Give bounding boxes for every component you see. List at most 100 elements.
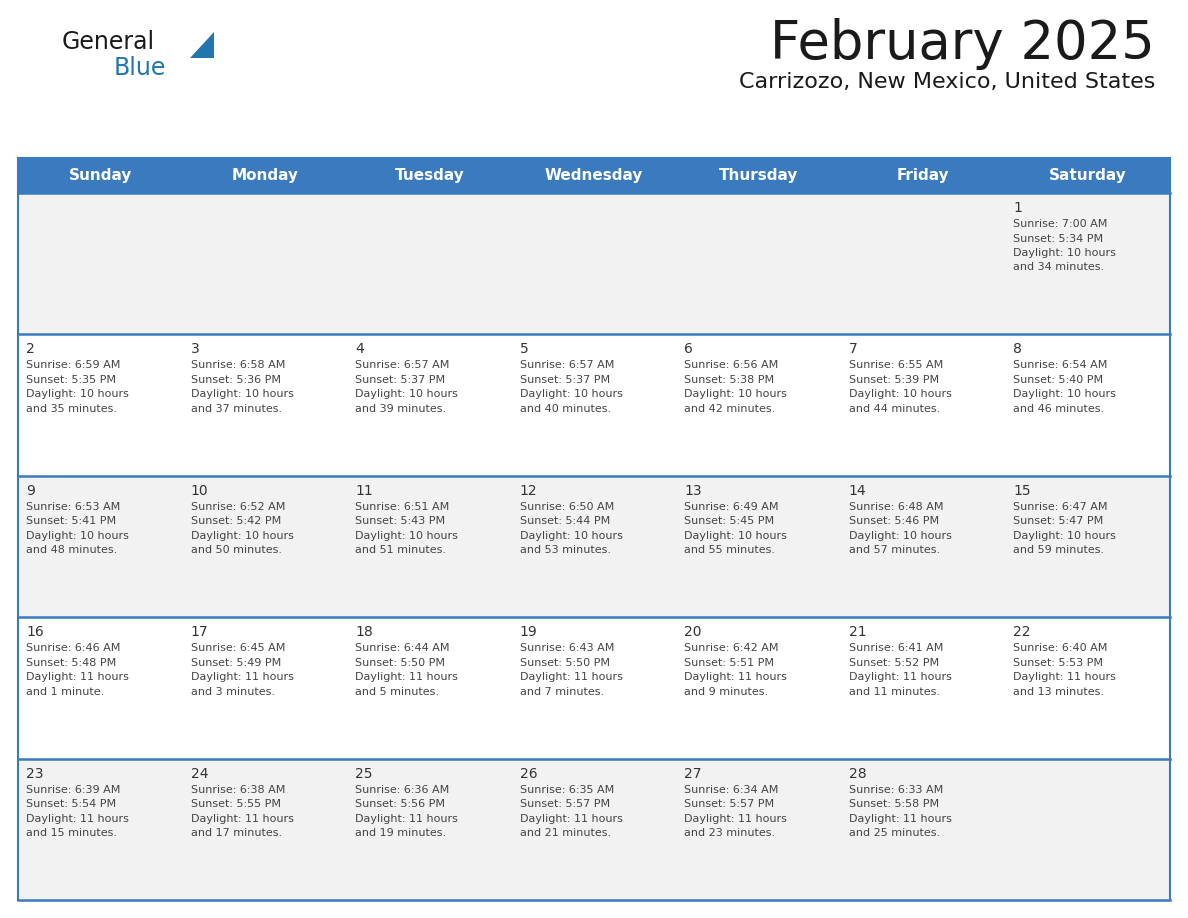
Text: Daylight: 11 hours: Daylight: 11 hours xyxy=(519,813,623,823)
Text: 22: 22 xyxy=(1013,625,1031,639)
Text: 23: 23 xyxy=(26,767,44,780)
Text: Sunrise: 6:40 AM: Sunrise: 6:40 AM xyxy=(1013,644,1107,654)
Text: and 1 minute.: and 1 minute. xyxy=(26,687,105,697)
Text: 16: 16 xyxy=(26,625,44,639)
Text: Sunrise: 6:43 AM: Sunrise: 6:43 AM xyxy=(519,644,614,654)
Text: and 46 minutes.: and 46 minutes. xyxy=(1013,404,1105,414)
Text: Daylight: 11 hours: Daylight: 11 hours xyxy=(849,813,952,823)
Text: Sunset: 5:50 PM: Sunset: 5:50 PM xyxy=(519,657,609,667)
Text: Daylight: 11 hours: Daylight: 11 hours xyxy=(355,813,459,823)
Text: 12: 12 xyxy=(519,484,537,498)
Text: Sunset: 5:54 PM: Sunset: 5:54 PM xyxy=(26,799,116,809)
Text: and 53 minutes.: and 53 minutes. xyxy=(519,545,611,555)
Text: and 25 minutes.: and 25 minutes. xyxy=(849,828,940,838)
Text: Sunrise: 6:35 AM: Sunrise: 6:35 AM xyxy=(519,785,614,795)
Text: Sunset: 5:55 PM: Sunset: 5:55 PM xyxy=(190,799,280,809)
Text: Monday: Monday xyxy=(232,168,298,183)
Text: Sunrise: 6:33 AM: Sunrise: 6:33 AM xyxy=(849,785,943,795)
Text: Sunrise: 6:39 AM: Sunrise: 6:39 AM xyxy=(26,785,120,795)
Text: Sunrise: 6:59 AM: Sunrise: 6:59 AM xyxy=(26,361,120,370)
Text: Sunrise: 6:34 AM: Sunrise: 6:34 AM xyxy=(684,785,778,795)
Bar xyxy=(18,334,1170,476)
Text: Daylight: 11 hours: Daylight: 11 hours xyxy=(190,672,293,682)
Text: 3: 3 xyxy=(190,342,200,356)
Text: and 7 minutes.: and 7 minutes. xyxy=(519,687,604,697)
Text: 21: 21 xyxy=(849,625,866,639)
Text: Sunrise: 6:55 AM: Sunrise: 6:55 AM xyxy=(849,361,943,370)
Text: Daylight: 10 hours: Daylight: 10 hours xyxy=(190,531,293,541)
Text: Friday: Friday xyxy=(897,168,949,183)
Text: Sunrise: 6:48 AM: Sunrise: 6:48 AM xyxy=(849,502,943,512)
Text: and 15 minutes.: and 15 minutes. xyxy=(26,828,116,838)
Text: and 21 minutes.: and 21 minutes. xyxy=(519,828,611,838)
Text: 7: 7 xyxy=(849,342,858,356)
Text: Sunrise: 6:44 AM: Sunrise: 6:44 AM xyxy=(355,644,449,654)
Text: Daylight: 11 hours: Daylight: 11 hours xyxy=(355,672,459,682)
Text: Sunday: Sunday xyxy=(69,168,132,183)
Text: Sunrise: 6:41 AM: Sunrise: 6:41 AM xyxy=(849,644,943,654)
Text: Sunrise: 6:49 AM: Sunrise: 6:49 AM xyxy=(684,502,779,512)
Text: Sunset: 5:47 PM: Sunset: 5:47 PM xyxy=(1013,516,1104,526)
Text: 8: 8 xyxy=(1013,342,1023,356)
Text: 14: 14 xyxy=(849,484,866,498)
Text: Sunrise: 6:54 AM: Sunrise: 6:54 AM xyxy=(1013,361,1107,370)
Text: Sunset: 5:50 PM: Sunset: 5:50 PM xyxy=(355,657,446,667)
Text: Daylight: 10 hours: Daylight: 10 hours xyxy=(26,389,128,399)
Text: 2: 2 xyxy=(26,342,34,356)
Bar xyxy=(18,193,1170,334)
Text: Daylight: 10 hours: Daylight: 10 hours xyxy=(26,531,128,541)
Text: Sunrise: 6:53 AM: Sunrise: 6:53 AM xyxy=(26,502,120,512)
Text: Daylight: 11 hours: Daylight: 11 hours xyxy=(849,672,952,682)
Text: Daylight: 11 hours: Daylight: 11 hours xyxy=(190,813,293,823)
Text: Sunrise: 7:00 AM: Sunrise: 7:00 AM xyxy=(1013,219,1107,229)
Text: Daylight: 10 hours: Daylight: 10 hours xyxy=(684,531,788,541)
Text: and 48 minutes.: and 48 minutes. xyxy=(26,545,118,555)
Text: Daylight: 11 hours: Daylight: 11 hours xyxy=(684,672,788,682)
Text: 17: 17 xyxy=(190,625,208,639)
Text: Daylight: 11 hours: Daylight: 11 hours xyxy=(26,813,128,823)
Text: 26: 26 xyxy=(519,767,537,780)
Text: Daylight: 11 hours: Daylight: 11 hours xyxy=(1013,672,1117,682)
Text: Sunset: 5:43 PM: Sunset: 5:43 PM xyxy=(355,516,446,526)
Text: and 37 minutes.: and 37 minutes. xyxy=(190,404,282,414)
Text: Daylight: 11 hours: Daylight: 11 hours xyxy=(519,672,623,682)
Text: Sunrise: 6:46 AM: Sunrise: 6:46 AM xyxy=(26,644,120,654)
Text: and 11 minutes.: and 11 minutes. xyxy=(849,687,940,697)
Text: Sunset: 5:37 PM: Sunset: 5:37 PM xyxy=(519,375,609,385)
Text: 1: 1 xyxy=(1013,201,1023,215)
Text: 15: 15 xyxy=(1013,484,1031,498)
Text: and 40 minutes.: and 40 minutes. xyxy=(519,404,611,414)
Text: Wednesday: Wednesday xyxy=(545,168,643,183)
Text: Sunset: 5:53 PM: Sunset: 5:53 PM xyxy=(1013,657,1104,667)
Text: February 2025: February 2025 xyxy=(770,18,1155,70)
Text: Daylight: 10 hours: Daylight: 10 hours xyxy=(1013,531,1117,541)
Text: Sunrise: 6:52 AM: Sunrise: 6:52 AM xyxy=(190,502,285,512)
Text: Sunset: 5:58 PM: Sunset: 5:58 PM xyxy=(849,799,939,809)
Text: Sunset: 5:57 PM: Sunset: 5:57 PM xyxy=(684,799,775,809)
Text: Sunset: 5:38 PM: Sunset: 5:38 PM xyxy=(684,375,775,385)
Text: 13: 13 xyxy=(684,484,702,498)
Text: Sunrise: 6:56 AM: Sunrise: 6:56 AM xyxy=(684,361,778,370)
Text: and 9 minutes.: and 9 minutes. xyxy=(684,687,769,697)
Text: and 3 minutes.: and 3 minutes. xyxy=(190,687,274,697)
Text: Sunrise: 6:50 AM: Sunrise: 6:50 AM xyxy=(519,502,614,512)
Text: Sunset: 5:34 PM: Sunset: 5:34 PM xyxy=(1013,233,1104,243)
Text: Thursday: Thursday xyxy=(719,168,798,183)
Text: and 5 minutes.: and 5 minutes. xyxy=(355,687,440,697)
Text: 6: 6 xyxy=(684,342,693,356)
Text: Tuesday: Tuesday xyxy=(394,168,465,183)
Text: Daylight: 10 hours: Daylight: 10 hours xyxy=(190,389,293,399)
Text: Sunset: 5:56 PM: Sunset: 5:56 PM xyxy=(355,799,446,809)
Text: and 35 minutes.: and 35 minutes. xyxy=(26,404,116,414)
Text: and 51 minutes.: and 51 minutes. xyxy=(355,545,447,555)
Text: Daylight: 11 hours: Daylight: 11 hours xyxy=(684,813,788,823)
Text: 18: 18 xyxy=(355,625,373,639)
Text: Sunrise: 6:57 AM: Sunrise: 6:57 AM xyxy=(355,361,449,370)
Text: Daylight: 10 hours: Daylight: 10 hours xyxy=(519,531,623,541)
Text: and 42 minutes.: and 42 minutes. xyxy=(684,404,776,414)
Text: Sunset: 5:36 PM: Sunset: 5:36 PM xyxy=(190,375,280,385)
Text: Sunset: 5:44 PM: Sunset: 5:44 PM xyxy=(519,516,609,526)
Text: 24: 24 xyxy=(190,767,208,780)
Text: Sunrise: 6:45 AM: Sunrise: 6:45 AM xyxy=(190,644,285,654)
Bar xyxy=(18,617,1170,758)
